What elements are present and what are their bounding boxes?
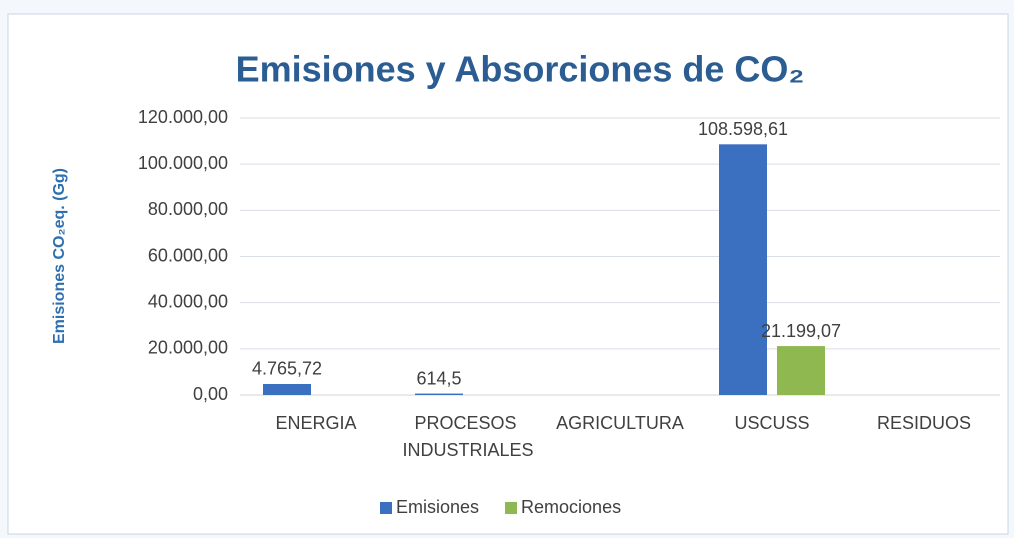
legend-label: Remociones <box>521 497 621 517</box>
bar <box>777 346 825 395</box>
x-tick-label: USCUSS <box>734 413 809 433</box>
x-tick-label: AGRICULTURA <box>556 413 684 433</box>
x-tick-label: RESIDUOS <box>877 413 971 433</box>
y-tick-label: 0,00 <box>193 384 228 404</box>
data-label: 21.199,07 <box>761 321 841 341</box>
bar <box>415 394 463 395</box>
legend-label: Emisiones <box>396 497 479 517</box>
y-tick-label: 100.000,00 <box>138 153 228 173</box>
chart: Emisiones y Absorciones de CO₂ Emisiones… <box>0 0 1014 538</box>
y-tick-label: 120.000,00 <box>138 107 228 127</box>
data-label: 108.598,61 <box>698 119 788 139</box>
x-tick-label: ENERGIA <box>275 413 356 433</box>
y-tick-label: 80.000,00 <box>148 199 228 219</box>
y-tick-label: 60.000,00 <box>148 245 228 265</box>
y-tick-label: 20.000,00 <box>148 338 228 358</box>
y-tick-label: 40.000,00 <box>148 291 228 311</box>
data-label: 614,5 <box>416 368 461 388</box>
y-axis-label: Emisiones CO₂eq. (Gg) <box>51 168 68 344</box>
data-label: 4.765,72 <box>252 359 322 379</box>
chart-title: Emisiones y Absorciones de CO₂ <box>236 49 805 90</box>
bar <box>719 144 767 395</box>
bar <box>263 384 311 395</box>
legend-swatch <box>380 502 392 514</box>
legend-swatch <box>505 502 517 514</box>
